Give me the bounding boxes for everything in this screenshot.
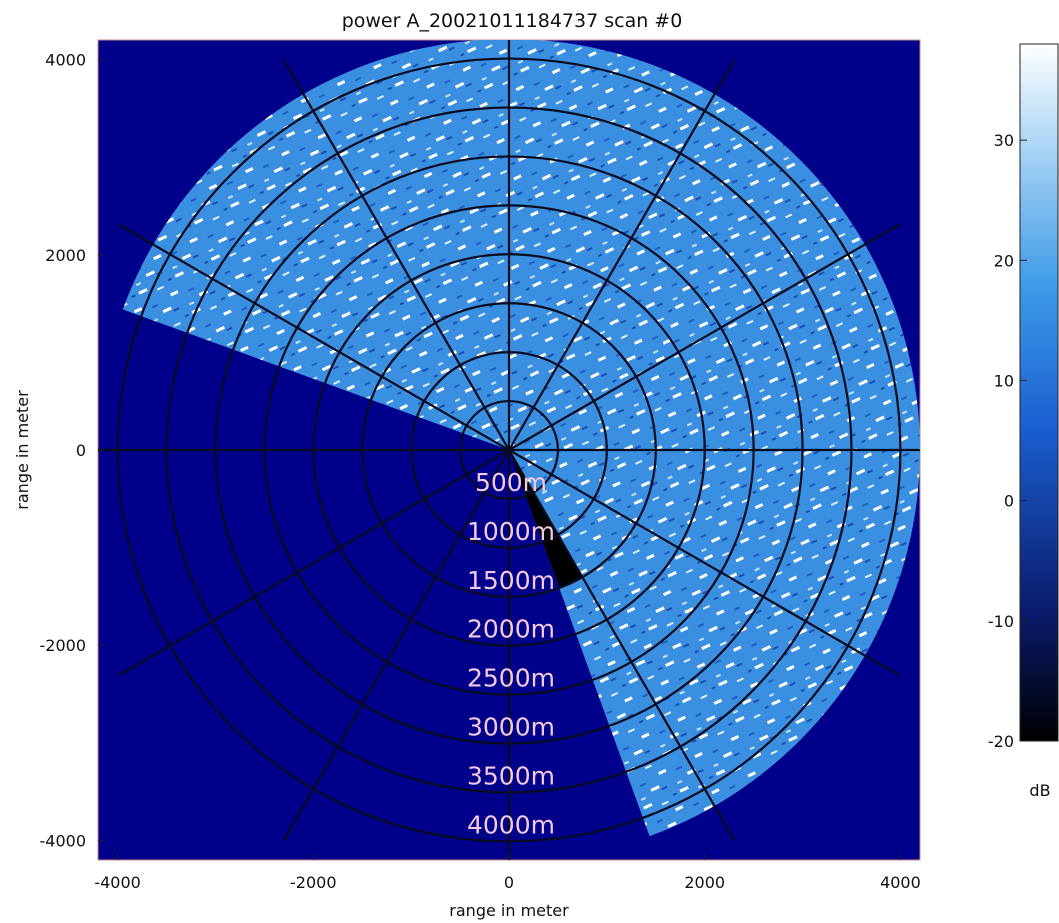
colorbar-tick-label: 30 (994, 131, 1014, 150)
ring-label: 2000m (467, 615, 555, 644)
ring-label: 2500m (467, 664, 555, 693)
ring-label: 1000m (467, 517, 555, 546)
colorbar-tick-label: -20 (988, 732, 1014, 751)
y-tick-label: -2000 (40, 636, 87, 655)
y-tick-label: 2000 (45, 246, 86, 265)
ring-label: 500m (475, 468, 547, 497)
shadow-sector (509, 450, 583, 588)
radial-line (508, 449, 736, 842)
ring-labels: 500m 1000m 1500m 2000m 2500m 3000m 3500m 4000m (467, 468, 555, 840)
colorbar-tick-label: -10 (988, 612, 1014, 631)
ring-label: 1500m (467, 566, 555, 595)
radial-lines (98, 40, 920, 860)
y-axis: -4000 -2000 0 2000 4000 (40, 51, 104, 850)
ring-label: 3500m (467, 762, 555, 791)
ring-label: 4000m (467, 810, 555, 839)
radial-line (117, 449, 510, 677)
x-tick-label: 0 (504, 873, 514, 892)
x-tick-label: -4000 (94, 873, 141, 892)
radial-line (117, 223, 510, 451)
colorbar-tick-label: 0 (1004, 492, 1014, 511)
y-axis-label: range in meter (13, 390, 32, 510)
x-tick-label: 2000 (684, 873, 725, 892)
colorbar-gradient (1019, 43, 1059, 742)
radial-line (508, 58, 736, 451)
y-tick-label: 0 (76, 441, 86, 460)
x-axis-label: range in meter (449, 901, 569, 920)
colorbar-tick-label: 20 (994, 251, 1014, 270)
radial-line (508, 223, 901, 451)
colorbar: -20 -10 0 10 20 30 dB (988, 43, 1059, 800)
chart-title: power A_20021011184737 scan #0 (342, 10, 683, 32)
colorbar-unit-label: dB (1029, 781, 1050, 800)
scan-sector (122, 40, 920, 837)
y-tick-label: 4000 (45, 51, 86, 70)
radial-line (508, 449, 901, 677)
y-tick-label: -4000 (40, 831, 87, 850)
ring-label: 3000m (467, 713, 555, 742)
x-axis: -4000 -2000 0 2000 4000 (94, 854, 921, 892)
colorbar-ticks: -20 -10 0 10 20 30 (988, 131, 1027, 751)
colorbar-tick-label: 10 (994, 371, 1014, 390)
radial-line (282, 58, 510, 451)
x-tick-label: 4000 (880, 873, 921, 892)
plot-area: 500m 1000m 1500m 2000m 2500m 3000m 3500m 4000m (97, 39, 921, 861)
radial-line (282, 449, 510, 842)
x-tick-label: -2000 (290, 873, 337, 892)
